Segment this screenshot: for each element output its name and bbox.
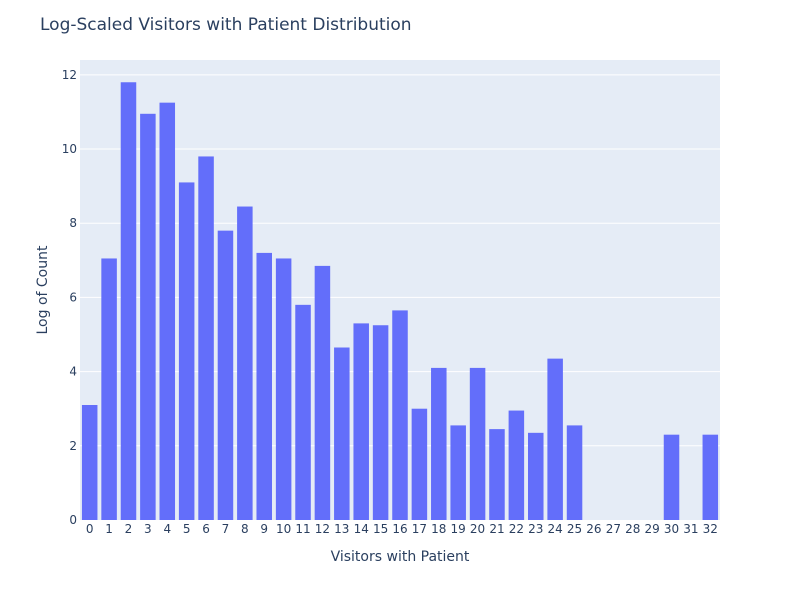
x-tick-label: 24	[548, 522, 563, 536]
bar-14	[353, 323, 369, 520]
x-tick-label: 25	[567, 522, 582, 536]
x-tick-label: 3	[144, 522, 152, 536]
x-axis-title: Visitors with Patient	[331, 549, 470, 565]
y-tick-label: 2	[69, 439, 77, 453]
bar-25	[567, 425, 583, 520]
x-tick-label: 2	[125, 522, 133, 536]
x-tick-label: 27	[606, 522, 621, 536]
x-tick-label: 12	[315, 522, 330, 536]
x-tick-label: 21	[489, 522, 504, 536]
bar-3	[140, 114, 156, 520]
x-tick-label: 18	[431, 522, 446, 536]
x-tick-label: 6	[202, 522, 210, 536]
bar-6	[198, 156, 214, 520]
bar-13	[334, 348, 350, 521]
chart-title: Log-Scaled Visitors with Patient Distrib…	[40, 15, 412, 35]
x-tick-label: 8	[241, 522, 249, 536]
bar-19	[450, 425, 466, 520]
x-tick-label: 32	[703, 522, 718, 536]
x-tick-label: 17	[412, 522, 427, 536]
bar-5	[179, 182, 195, 520]
bar-22	[509, 411, 525, 520]
bar-23	[528, 433, 544, 520]
x-tick-label: 22	[509, 522, 524, 536]
y-tick-label: 12	[62, 68, 77, 82]
bar-7	[218, 231, 234, 520]
bar-8	[237, 207, 253, 520]
bar-16	[392, 310, 408, 520]
bar-30	[664, 435, 680, 520]
x-tick-label: 16	[392, 522, 407, 536]
x-tick-label: 9	[260, 522, 268, 536]
bar-32	[703, 435, 719, 520]
x-tick-label: 4	[163, 522, 171, 536]
bar-15	[373, 325, 389, 520]
bar-17	[412, 409, 428, 520]
x-tick-label: 11	[295, 522, 310, 536]
bar-1	[101, 258, 117, 520]
x-tick-labels: 0 1 2 3 4 5 6 7 8 9 10 11 12 13 14 15 16 17 18 19 20 21 22 23 24…	[86, 522, 718, 536]
bar-4	[160, 103, 176, 520]
x-tick-label: 5	[183, 522, 191, 536]
x-tick-label: 28	[625, 522, 640, 536]
x-tick-label: 7	[222, 522, 230, 536]
x-tick-label: 30	[664, 522, 679, 536]
y-tick-label: 8	[69, 216, 77, 230]
x-tick-label: 15	[373, 522, 388, 536]
y-tick-label: 4	[69, 365, 77, 379]
bar-20	[470, 368, 486, 520]
bar-24	[547, 359, 563, 520]
bar-2	[121, 82, 137, 520]
x-tick-label: 0	[86, 522, 94, 536]
x-tick-label: 1	[105, 522, 113, 536]
bar-11	[295, 305, 311, 520]
bar-18	[431, 368, 447, 520]
x-tick-label: 29	[644, 522, 659, 536]
x-tick-label: 23	[528, 522, 543, 536]
x-tick-label: 26	[586, 522, 601, 536]
x-tick-label: 20	[470, 522, 485, 536]
bar-10	[276, 258, 292, 520]
x-tick-label: 31	[683, 522, 698, 536]
bar-0	[82, 405, 98, 520]
y-tick-label: 0	[69, 513, 77, 527]
x-tick-label: 14	[354, 522, 369, 536]
x-tick-label: 19	[451, 522, 466, 536]
y-tick-label: 10	[62, 142, 77, 156]
x-tick-label: 13	[334, 522, 349, 536]
bar-21	[489, 429, 505, 520]
bar-12	[315, 266, 331, 520]
y-tick-label: 6	[69, 290, 77, 304]
bar-9	[256, 253, 272, 520]
x-tick-label: 10	[276, 522, 291, 536]
y-axis-title: Log of Count	[35, 245, 51, 334]
y-tick-labels: 0 2 4 6 8 10 12	[62, 68, 77, 527]
